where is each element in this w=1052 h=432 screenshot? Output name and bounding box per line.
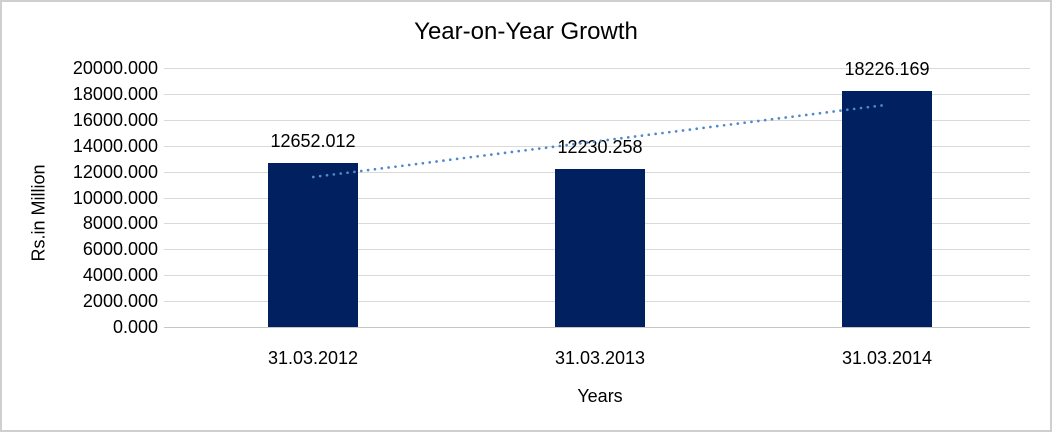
- gridline: [164, 327, 1030, 328]
- y-tick-label: 0.000: [112, 317, 158, 337]
- data-label: 12230.258: [557, 137, 643, 157]
- y-tick-label: 12000.000: [72, 162, 158, 182]
- bar: [555, 169, 645, 327]
- chart-title: Year-on-Year Growth: [414, 18, 638, 45]
- y-tick-label: 18000.000: [72, 84, 158, 104]
- y-tick-label: 6000.000: [82, 239, 158, 259]
- x-tick-label: 31.03.2012: [267, 348, 359, 368]
- y-tick-label: 4000.000: [82, 265, 158, 285]
- bar: [268, 163, 358, 327]
- y-tick-label: 16000.000: [72, 110, 158, 130]
- y-tick-label: 8000.000: [82, 213, 158, 233]
- y-tick-label: 14000.000: [72, 136, 158, 156]
- data-label: 18226.169: [844, 59, 930, 79]
- x-axis-title: Years: [577, 386, 623, 406]
- gridline: [164, 94, 1030, 95]
- data-label: 12652.012: [270, 131, 356, 151]
- gridline: [164, 68, 1030, 69]
- y-tick-label: 20000.000: [72, 58, 158, 78]
- bar: [842, 91, 932, 327]
- x-tick-label: 31.03.2014: [841, 348, 933, 368]
- y-tick-label: 10000.000: [72, 188, 158, 208]
- y-tick-label: 2000.000: [82, 291, 158, 311]
- x-tick-label: 31.03.2013: [554, 348, 646, 368]
